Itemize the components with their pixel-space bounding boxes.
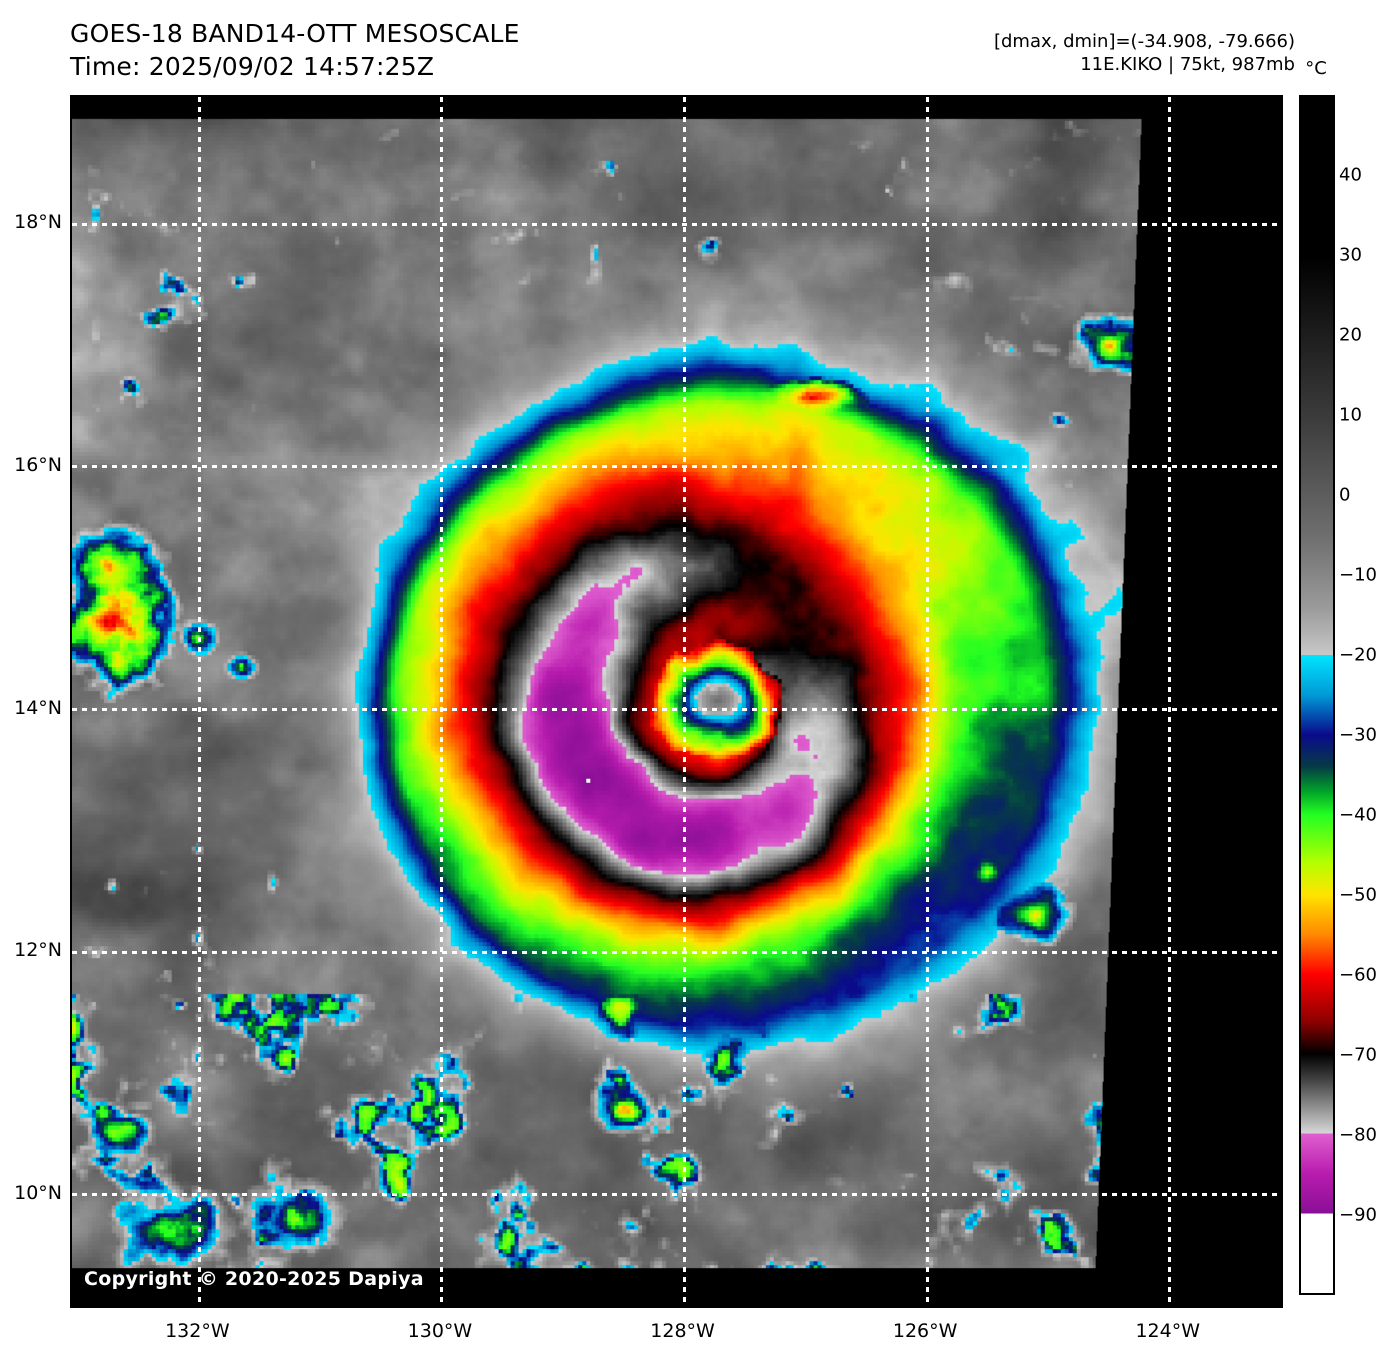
- colorbar-tick-label: −50: [1339, 884, 1377, 906]
- lon-tick-label: 124°W: [1135, 1320, 1201, 1342]
- colorbar-tick-label: −10: [1339, 564, 1377, 586]
- lat-tick-label: 12°N: [14, 939, 62, 962]
- colorbar-tick-label: −80: [1339, 1124, 1377, 1146]
- storm-info-label: 11E.KIKO | 75kt, 987mb: [1080, 54, 1295, 76]
- colorbar-tick-label: −90: [1339, 1204, 1377, 1226]
- copyright-label: Copyright © 2020-2025 Dapiya: [84, 1268, 424, 1290]
- colorbar-tick-label: −20: [1339, 644, 1377, 666]
- colorbar-tick-label: 20: [1339, 324, 1362, 346]
- lon-tick-label: 128°W: [650, 1320, 715, 1342]
- colorbar-unit-label: °C: [1305, 58, 1327, 79]
- lat-tick-label: 10°N: [14, 1181, 62, 1204]
- colorbar-tick-label: −60: [1339, 964, 1377, 986]
- colorbar-tick-label: −30: [1339, 724, 1377, 746]
- colorbar-gradient: [1299, 95, 1335, 1295]
- header-metadata-block: [dmax, dmin]=(-34.908, -79.666) 11E.KIKO…: [994, 30, 1295, 76]
- lat-tick-label: 16°N: [14, 453, 62, 476]
- dmax-dmin-label: [dmax, dmin]=(-34.908, -79.666): [993, 31, 1295, 52]
- colorbar-tick-label: 30: [1339, 244, 1362, 266]
- lon-tick-label: 132°W: [165, 1320, 230, 1342]
- colorbar-tick-label: −70: [1339, 1044, 1377, 1066]
- colorbar-tick-label: 10: [1339, 404, 1362, 426]
- colorbar-tick-label: −40: [1339, 804, 1377, 826]
- lon-tick-label: 126°W: [892, 1320, 958, 1342]
- lat-tick-label: 18°N: [14, 211, 62, 234]
- timestamp-label: Time: 2025/09/02 14:57:25Z: [70, 51, 435, 81]
- lat-tick-label: 14°N: [14, 696, 62, 719]
- colorbar-tick-label: 0: [1339, 484, 1351, 506]
- satellite-image-plot: Copyright © 2020-2025 Dapiya: [70, 95, 1283, 1308]
- lon-tick-label: 130°W: [407, 1320, 473, 1342]
- colorbar-tick-label: 40: [1339, 164, 1362, 186]
- colorbar: [1299, 95, 1335, 1295]
- header-title-block: GOES-18 BAND14-OTT MESOSCALE Time: 2025/…: [70, 18, 520, 83]
- satellite-imagery-canvas: [72, 97, 1281, 1306]
- page-title: GOES-18 BAND14-OTT MESOSCALE: [70, 19, 520, 48]
